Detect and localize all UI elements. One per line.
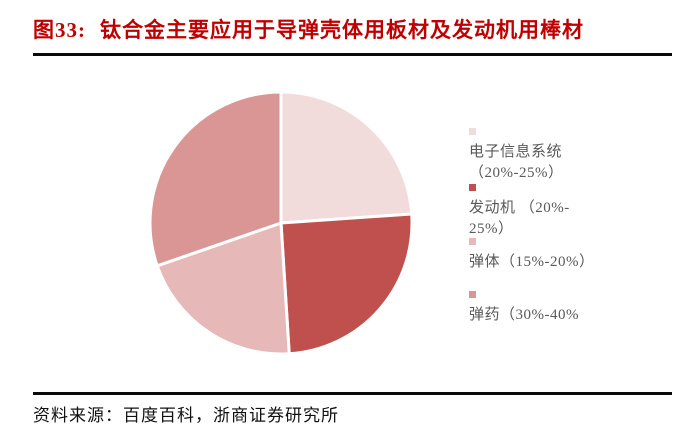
legend-label: 弹药（30%-40% (469, 307, 579, 323)
legend-label-range: （20%-25%） (469, 165, 564, 181)
pie-slice-1 (279, 90, 414, 225)
title-divider-line (33, 53, 672, 56)
figure-title-text: 钛合金主要应用于导弹壳体用板材及发动机用棒材 (100, 18, 584, 42)
legend-item-engine: 发动机 （20%- 25%） (469, 177, 683, 240)
legend-swatch-engine (469, 184, 476, 191)
legend-label-range: 25%） (469, 221, 514, 237)
legend-swatch-missile-body (469, 238, 476, 245)
legend-swatch-ammunition (469, 291, 476, 298)
figure-number-label: 图33: (33, 18, 86, 42)
legend-item-missile-body: 弹体（15%-20%） (469, 231, 683, 273)
legend-item-ammunition: 弹药（30%-40% (469, 284, 683, 326)
legend-label: 发动机 （20%- (469, 200, 570, 216)
legend-item-electronic-info-systems: 电子信息系统 （20%-25%） (469, 121, 683, 184)
pie-slice-4 (148, 90, 283, 268)
legend-label: 弹体（15%-20%） (469, 254, 595, 270)
figure-title: 图33: 钛合金主要应用于导弹壳体用板材及发动机用棒材 (33, 14, 673, 44)
source-attribution: 资料来源：百度百科，浙商证券研究所 (33, 406, 339, 425)
footer-divider-line (33, 392, 672, 395)
legend-swatch-electronic-info-systems (469, 128, 476, 135)
pie-slice-2 (279, 212, 414, 356)
legend-label: 电子信息系统 (469, 144, 563, 160)
chart-legend: 电子信息系统 （20%-25%） 发动机 （20%- 25%） 弹体（15%-2… (469, 115, 683, 345)
